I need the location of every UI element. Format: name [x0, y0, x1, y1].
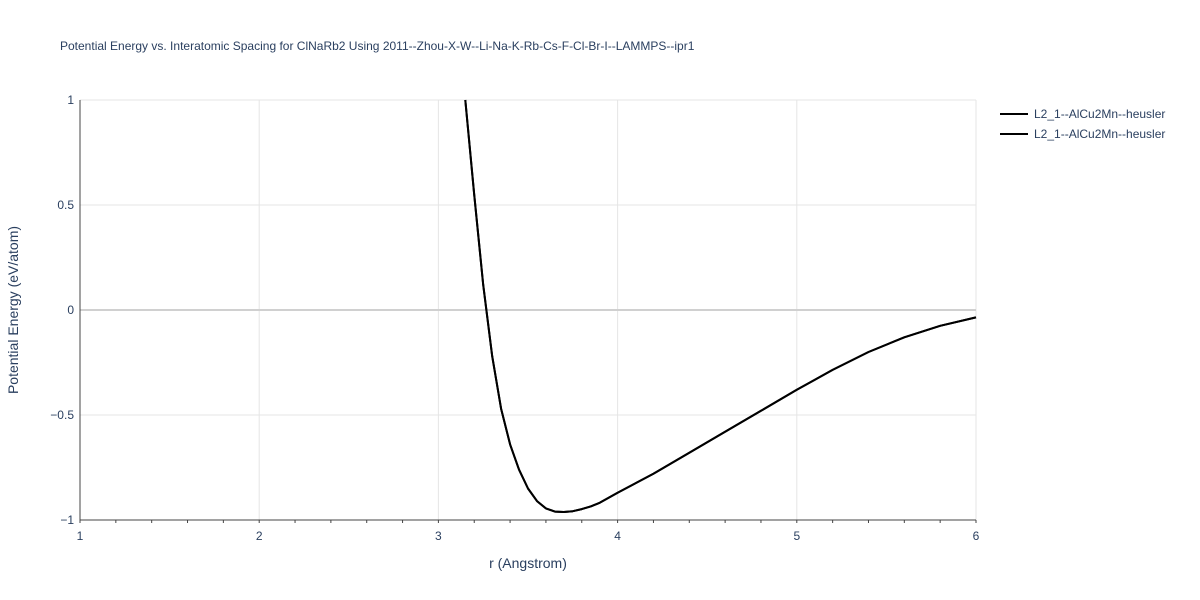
x-tick-label: 5 [793, 529, 800, 543]
x-tick-label: 2 [256, 529, 263, 543]
y-tick-label: 0.5 [57, 198, 74, 212]
y-tick-label: −0.5 [50, 408, 74, 422]
x-tick-label: 3 [435, 529, 442, 543]
legend[interactable]: L2_1--AlCu2Mn--heusler L2_1--AlCu2Mn--heu… [1000, 107, 1165, 141]
y-tick-label: 0 [67, 303, 74, 317]
plot-area [464, 99, 977, 513]
series-line-2[interactable] [464, 99, 977, 513]
x-tick-label: 1 [77, 529, 84, 543]
y-tick-label: 1 [67, 93, 74, 107]
series-line-1[interactable] [464, 99, 977, 513]
x-tick-label: 4 [614, 529, 621, 543]
x-axis-title: r (Angstrom) [489, 555, 567, 571]
chart-title: Potential Energy vs. Interatomic Spacing… [60, 39, 695, 53]
x-tick-label: 6 [973, 529, 980, 543]
y-tick-label: −1 [60, 513, 74, 527]
y-axis-title: Potential Energy (eV/atom) [5, 226, 21, 394]
x-axis-ticks: 1 2 3 4 5 6 [77, 529, 980, 543]
legend-label[interactable]: L2_1--AlCu2Mn--heusler [1034, 107, 1165, 121]
grid [79, 99, 977, 523]
legend-label[interactable]: L2_1--AlCu2Mn--heusler [1034, 127, 1165, 141]
y-axis-ticks: −1 −0.5 0 0.5 1 [50, 93, 74, 527]
